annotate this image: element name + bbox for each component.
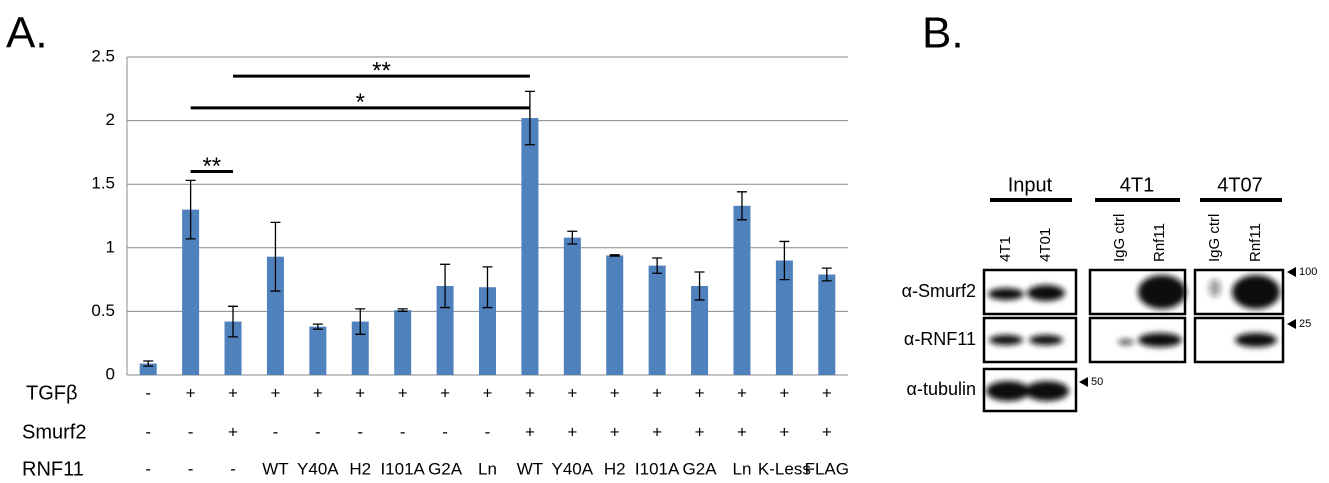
x-tick-label: Ln bbox=[478, 459, 497, 478]
bar bbox=[309, 327, 326, 375]
x-tick-label: + bbox=[228, 422, 238, 441]
x-tick-label: + bbox=[822, 383, 832, 402]
blot-images bbox=[986, 275, 1280, 401]
bar bbox=[394, 310, 411, 375]
x-tick-label: + bbox=[355, 383, 365, 402]
antibody-label: α-RNF11 bbox=[904, 329, 976, 349]
bar bbox=[649, 266, 666, 375]
error-bar bbox=[610, 255, 620, 256]
size-marker: 100 bbox=[1299, 266, 1317, 278]
significance-label: ** bbox=[202, 153, 221, 180]
x-tick-label: H2 bbox=[349, 459, 371, 478]
row-label: RNF11 bbox=[22, 458, 84, 480]
x-tick-label: + bbox=[779, 383, 789, 402]
x-tick-label: - bbox=[145, 383, 151, 402]
figure: A. B. 0 0.5 1 1.5 2 2.5 TGFβ - + + + + + + + + + + + + + + + + S… bbox=[0, 0, 1329, 483]
x-tick-label: + bbox=[525, 422, 535, 441]
x-tick-label: + bbox=[695, 422, 705, 441]
lane-label: 4T1 bbox=[997, 236, 1014, 262]
group-label: 4T07 bbox=[1217, 174, 1263, 196]
x-tick-label: + bbox=[186, 383, 196, 402]
y-tick-label: 1 bbox=[106, 237, 115, 256]
x-tick-label: + bbox=[440, 383, 450, 402]
bar bbox=[733, 206, 750, 375]
x-tick-label: I101A bbox=[380, 459, 425, 478]
x-tick-label: - bbox=[273, 422, 279, 441]
x-tick-label: + bbox=[779, 422, 789, 441]
x-tick-label: - bbox=[485, 422, 491, 441]
x-tick-label: + bbox=[228, 383, 238, 402]
x-tick-label: - bbox=[230, 459, 236, 478]
x-tick-label: + bbox=[567, 383, 577, 402]
lane-label: IgG ctrl bbox=[1206, 214, 1223, 262]
x-tick-label: - bbox=[357, 422, 363, 441]
bar bbox=[564, 238, 581, 375]
x-tick-label: - bbox=[145, 422, 151, 441]
x-tick-label: WT bbox=[262, 459, 288, 478]
significance-label: ** bbox=[372, 57, 391, 84]
x-tick-label: - bbox=[400, 422, 406, 441]
group-label: 4T1 bbox=[1120, 174, 1154, 196]
x-tick-label: - bbox=[145, 459, 151, 478]
x-tick-label: I101A bbox=[635, 459, 680, 478]
x-tick-label: Y40A bbox=[297, 459, 339, 478]
y-tick-label: 0 bbox=[106, 364, 115, 383]
row-label: TGFβ bbox=[26, 382, 78, 404]
x-tick-label: + bbox=[737, 383, 747, 402]
x-tick-label: + bbox=[610, 422, 620, 441]
x-tick-label: + bbox=[313, 383, 323, 402]
x-tick-label: H2 bbox=[604, 459, 626, 478]
x-tick-label: + bbox=[737, 422, 747, 441]
x-tick-label: + bbox=[695, 383, 705, 402]
size-marker: 50 bbox=[1091, 376, 1103, 388]
x-tick-label: + bbox=[270, 383, 280, 402]
lane-label: 4T01 bbox=[1037, 228, 1054, 262]
x-tick-label: - bbox=[315, 422, 321, 441]
x-tick-label: K-Less bbox=[758, 459, 811, 478]
y-tick-label: 1.5 bbox=[91, 174, 115, 193]
x-tick-label: + bbox=[610, 383, 620, 402]
x-tick-label: Ln bbox=[733, 459, 752, 478]
bar bbox=[818, 275, 835, 375]
y-tick-label: 2.5 bbox=[91, 46, 115, 65]
x-tick-label: - bbox=[188, 459, 194, 478]
x-tick-label: + bbox=[525, 383, 535, 402]
bar bbox=[606, 255, 623, 375]
x-tick-label: Y40A bbox=[552, 459, 594, 478]
x-tick-label: + bbox=[822, 422, 832, 441]
x-tick-label: FLAG bbox=[805, 459, 849, 478]
x-tick-label: G2A bbox=[428, 459, 463, 478]
antibody-label: α-tubulin bbox=[907, 379, 976, 399]
x-tick-label: - bbox=[442, 422, 448, 441]
lane-label: Rnf11 bbox=[1151, 223, 1168, 262]
size-marker: 25 bbox=[1299, 318, 1311, 330]
panel-label: B. bbox=[922, 9, 964, 58]
panel-label: A. bbox=[6, 9, 48, 58]
x-tick-label: + bbox=[398, 383, 408, 402]
x-tick-label: + bbox=[567, 422, 577, 441]
x-tick-label: + bbox=[652, 422, 662, 441]
y-tick-label: 0.5 bbox=[91, 301, 115, 320]
lane-label: Rnf11 bbox=[1247, 223, 1264, 262]
antibody-label: α-Smurf2 bbox=[902, 281, 976, 301]
blot-frames bbox=[984, 200, 1283, 411]
bar bbox=[521, 118, 538, 375]
x-tick-label: G2A bbox=[683, 459, 718, 478]
x-tick-label: + bbox=[483, 383, 493, 402]
lane-label: IgG ctrl bbox=[1111, 214, 1128, 262]
group-label: Input bbox=[1008, 174, 1053, 196]
x-tick-label: WT bbox=[517, 459, 543, 478]
row-label: Smurf2 bbox=[22, 421, 86, 443]
significance-label: * bbox=[356, 89, 365, 116]
x-tick-label: - bbox=[188, 422, 194, 441]
y-tick-label: 2 bbox=[106, 110, 115, 129]
x-tick-label: + bbox=[652, 383, 662, 402]
